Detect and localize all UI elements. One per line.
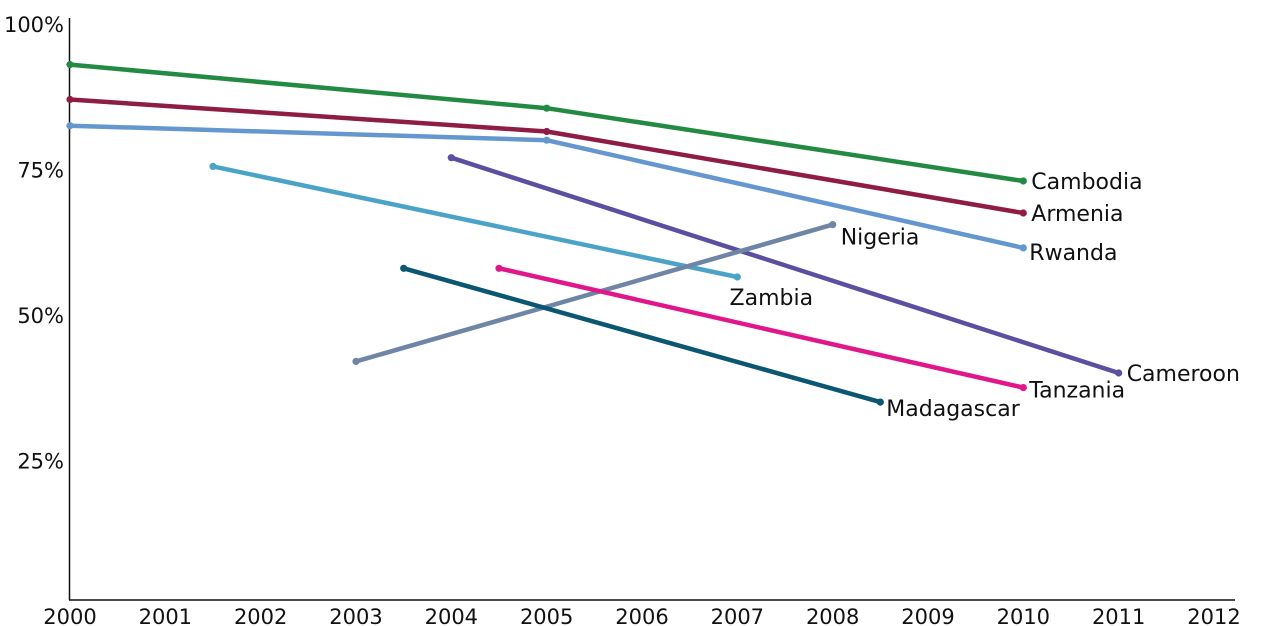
x-tick-label: 2009 <box>901 605 954 626</box>
x-tick-label: 2002 <box>234 605 287 626</box>
series-label-zambia: Zambia <box>730 286 814 311</box>
series-line-cameroon <box>449 155 1121 376</box>
y-tick-label: 25% <box>17 450 64 474</box>
data-point-madagascar <box>400 264 408 272</box>
series-label-rwanda: Rwanda <box>1029 241 1117 266</box>
series-label-armenia: Armenia <box>1031 202 1123 227</box>
y-tick-label: 75% <box>17 159 64 183</box>
data-point-nigeria <box>829 221 837 229</box>
series-line-nigeria <box>353 222 835 364</box>
series-label-nigeria: Nigeria <box>841 226 920 251</box>
data-point-armenia <box>66 95 74 104</box>
y-tick-label: 100% <box>4 13 64 37</box>
x-tick-label: 2012 <box>1187 605 1240 626</box>
data-point-cambodia <box>66 61 74 69</box>
y-tick-label: 50% <box>17 304 64 328</box>
x-tick-label: 2011 <box>1092 605 1145 626</box>
data-point-tanzania <box>495 264 503 272</box>
data-point-tanzania <box>1019 384 1027 392</box>
data-point-rwanda <box>1019 244 1027 252</box>
data-point-zambia <box>733 273 741 281</box>
data-point-cameroon <box>447 154 455 162</box>
data-point-cambodia <box>543 104 551 112</box>
x-tick-label: 2001 <box>139 605 192 626</box>
data-point-madagascar <box>876 398 884 406</box>
series-line-armenia <box>67 97 1026 216</box>
data-point-nigeria <box>352 357 360 365</box>
series-line-madagascar <box>401 266 883 405</box>
x-tick-label: 2005 <box>520 605 573 626</box>
axes <box>68 18 1235 601</box>
series-line-zambia <box>210 164 740 280</box>
data-point-rwanda <box>66 122 74 130</box>
data-point-cambodia <box>1019 177 1027 185</box>
x-tick-label: 2000 <box>43 605 96 626</box>
series-line-tanzania <box>496 266 1026 390</box>
x-tick-label: 2008 <box>806 605 859 626</box>
data-point-zambia <box>209 162 217 170</box>
series-labels: Cambodia Armenia Rwanda Zambia Cameroon Niger… <box>730 170 1240 422</box>
series-label-madagascar: Madagascar <box>886 397 1020 422</box>
series-label-tanzania: Tanzania <box>1028 379 1125 404</box>
x-tick-labels: 2000 2001 2002 2003 2004 2005 2006 2007 2008 2009… <box>43 605 1240 626</box>
series-points <box>66 61 1123 406</box>
x-tick-label: 2010 <box>997 605 1050 626</box>
y-tick-labels: 25% 50% 75% 100% <box>4 13 64 474</box>
series-label-cameroon: Cameroon <box>1127 362 1240 387</box>
x-tick-label: 2004 <box>425 605 478 626</box>
x-tick-label: 2003 <box>329 605 382 626</box>
series-lines <box>67 62 1121 405</box>
data-point-armenia <box>543 127 551 136</box>
data-point-cameroon <box>1115 369 1123 377</box>
series-label-cambodia: Cambodia <box>1031 170 1142 195</box>
x-tick-label: 2007 <box>711 605 764 626</box>
data-point-rwanda <box>543 136 551 144</box>
x-tick-label: 2006 <box>615 605 668 626</box>
data-point-armenia <box>1019 209 1027 217</box>
